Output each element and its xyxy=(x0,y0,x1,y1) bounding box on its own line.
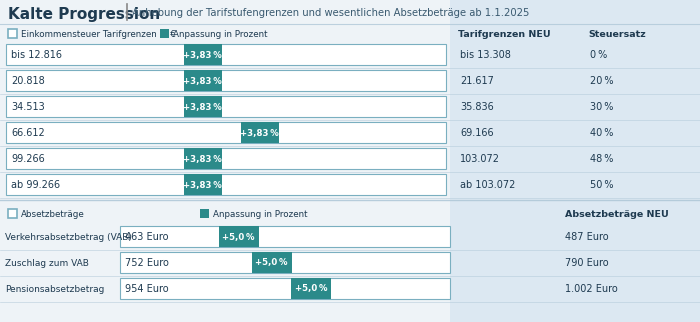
Bar xyxy=(251,252,292,273)
Text: 30 %: 30 % xyxy=(590,102,613,112)
Text: 35.836: 35.836 xyxy=(460,102,494,112)
Text: +5,0 %: +5,0 % xyxy=(295,285,328,293)
Text: 66.612: 66.612 xyxy=(11,128,45,138)
Text: 20 %: 20 % xyxy=(590,76,613,86)
Bar xyxy=(160,29,169,38)
Text: bis 12.816: bis 12.816 xyxy=(11,50,62,60)
Bar xyxy=(183,148,222,169)
Bar xyxy=(183,96,222,117)
Text: bis 13.308: bis 13.308 xyxy=(460,50,511,60)
Bar xyxy=(6,174,446,195)
Text: ab 99.266: ab 99.266 xyxy=(11,180,60,190)
Bar xyxy=(183,44,222,65)
Text: Absetzbeträge: Absetzbeträge xyxy=(21,210,85,219)
Bar xyxy=(6,122,446,143)
Bar xyxy=(183,70,222,91)
Text: 1.002 Euro: 1.002 Euro xyxy=(565,284,617,294)
Text: +3,83 %: +3,83 % xyxy=(183,181,222,190)
Text: 0 %: 0 % xyxy=(590,50,608,60)
Text: ab 103.072: ab 103.072 xyxy=(460,180,515,190)
Bar xyxy=(218,226,258,247)
Text: Verkehrsabsetzbetrag (VAB): Verkehrsabsetzbetrag (VAB) xyxy=(5,232,132,242)
Bar xyxy=(241,122,279,143)
Text: 463 Euro: 463 Euro xyxy=(125,232,169,242)
Bar xyxy=(6,96,446,117)
Text: Steuersatz: Steuersatz xyxy=(588,30,645,39)
Text: 50 %: 50 % xyxy=(590,180,613,190)
Text: 48 %: 48 % xyxy=(590,154,613,164)
Text: Absetzbeträge NEU: Absetzbeträge NEU xyxy=(565,210,668,219)
Bar xyxy=(8,29,17,38)
Text: +3,83 %: +3,83 % xyxy=(183,102,222,111)
Text: +3,83 %: +3,83 % xyxy=(183,77,222,86)
Text: +5,0 %: +5,0 % xyxy=(223,232,255,242)
Bar xyxy=(120,226,450,247)
Text: +5,0 %: +5,0 % xyxy=(256,259,288,268)
Text: 790 Euro: 790 Euro xyxy=(565,258,608,268)
Bar xyxy=(291,278,331,299)
Text: Pensionsabsetzbetrag: Pensionsabsetzbetrag xyxy=(5,285,104,293)
Bar xyxy=(183,174,222,195)
Bar xyxy=(6,70,446,91)
Bar xyxy=(200,209,209,218)
Text: Einkommensteuer Tarifgrenzen in €: Einkommensteuer Tarifgrenzen in € xyxy=(21,30,176,39)
Bar xyxy=(120,278,450,299)
Text: Tarifgrenzen NEU: Tarifgrenzen NEU xyxy=(458,30,551,39)
Text: 954 Euro: 954 Euro xyxy=(125,284,169,294)
Text: Zuschlag zum VAB: Zuschlag zum VAB xyxy=(5,259,89,268)
Bar xyxy=(6,44,446,65)
Text: +3,83 %: +3,83 % xyxy=(240,128,279,137)
Text: 69.166: 69.166 xyxy=(460,128,494,138)
Text: 103.072: 103.072 xyxy=(460,154,500,164)
Text: Anpassung in Prozent: Anpassung in Prozent xyxy=(213,210,307,219)
Text: 99.266: 99.266 xyxy=(11,154,45,164)
Text: 40 %: 40 % xyxy=(590,128,613,138)
Text: 487 Euro: 487 Euro xyxy=(565,232,608,242)
Text: 752 Euro: 752 Euro xyxy=(125,258,169,268)
Text: +3,83 %: +3,83 % xyxy=(183,155,222,164)
Text: 34.513: 34.513 xyxy=(11,102,45,112)
Text: +3,83 %: +3,83 % xyxy=(183,51,222,60)
Bar xyxy=(8,209,17,218)
Text: Anpassung in Prozent: Anpassung in Prozent xyxy=(173,30,267,39)
Text: Kalte Progression: Kalte Progression xyxy=(8,6,160,22)
Bar xyxy=(6,148,446,169)
Bar xyxy=(450,0,700,322)
Bar xyxy=(120,252,450,273)
Text: 21.617: 21.617 xyxy=(460,76,494,86)
Text: Anhebung der Tarifstufengrenzen und wesentlichen Absetzbeträge ab 1.1.2025: Anhebung der Tarifstufengrenzen und wese… xyxy=(132,8,529,18)
Text: 20.818: 20.818 xyxy=(11,76,45,86)
